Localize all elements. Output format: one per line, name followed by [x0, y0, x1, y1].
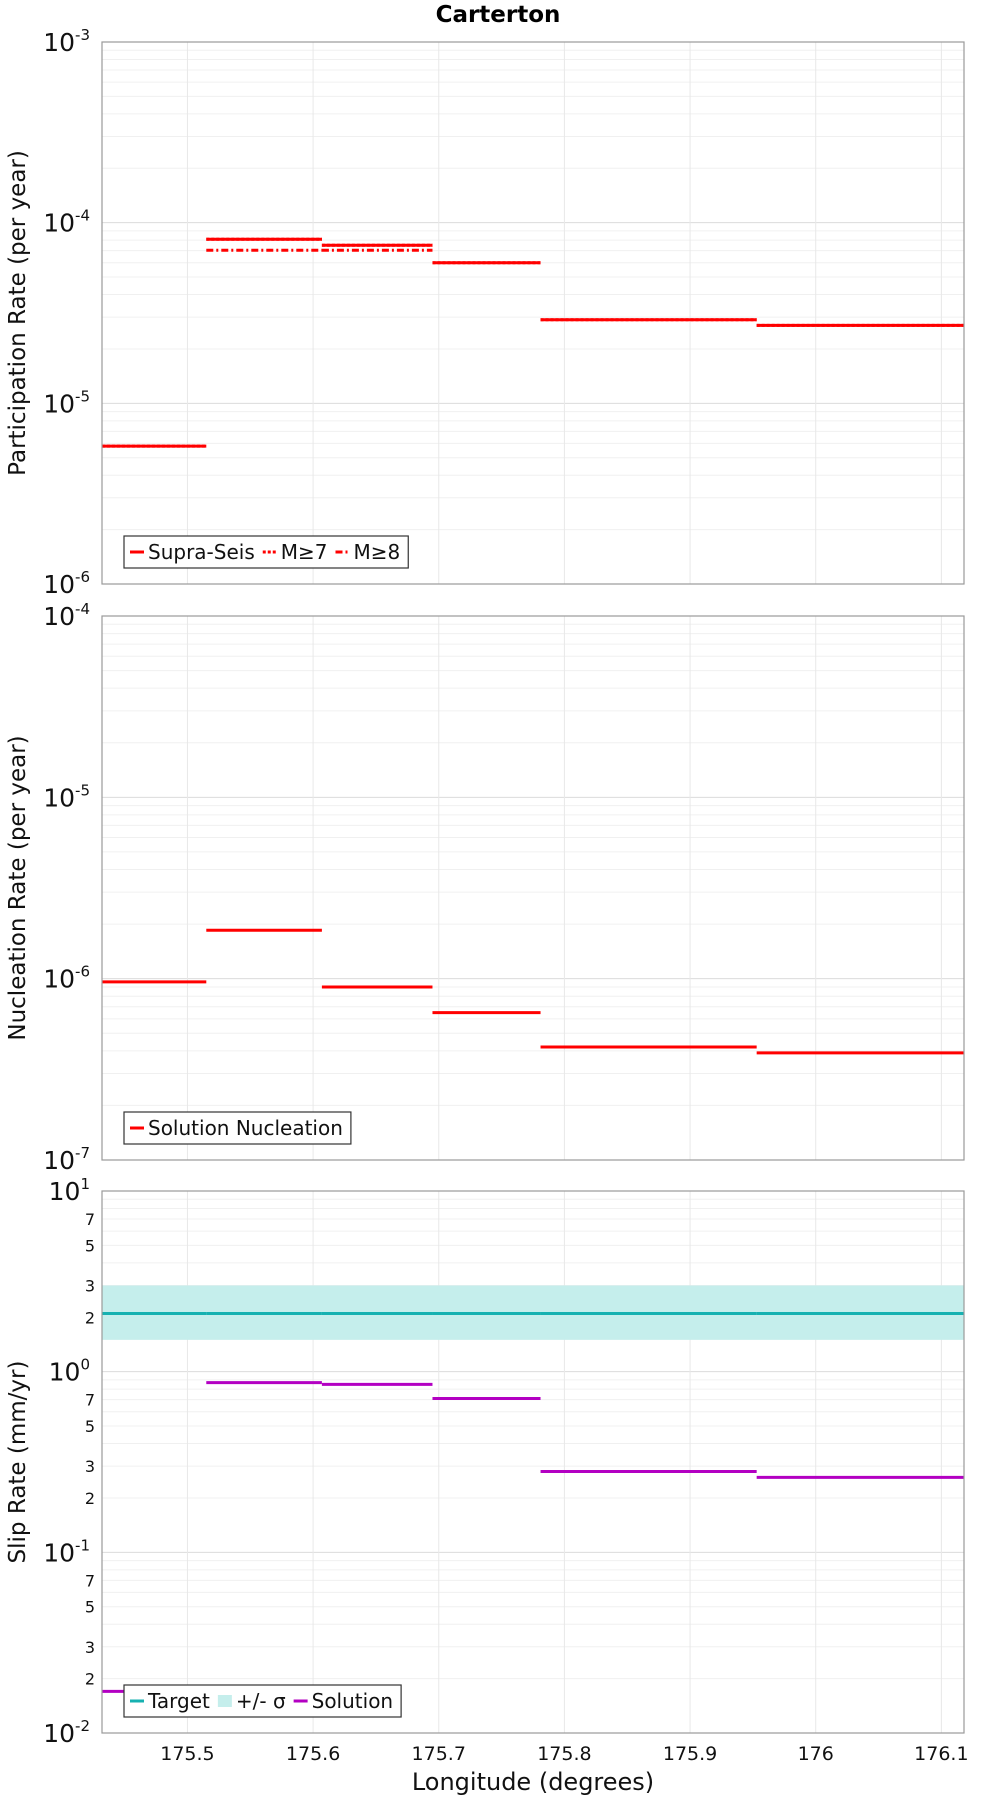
y-axis-label: Slip Rate (mm/yr): [5, 1361, 31, 1564]
plot-frame: [101, 41, 965, 585]
y-minor-tick-label: 2: [85, 1670, 95, 1689]
y-axis-label: Nucleation Rate (per year): [5, 735, 31, 1040]
legend-frame: [123, 1684, 402, 1718]
legend: Target +/- σ Solution: [123, 1684, 402, 1718]
y-minor-tick-label: 7: [85, 1571, 95, 1590]
series-solution: [102, 1381, 964, 1693]
legend-frame: [123, 535, 409, 569]
legend-label: Solution: [312, 1689, 393, 1713]
series-solution-nucleation: [102, 928, 964, 1055]
y-tick-label: 10-4: [43, 600, 90, 631]
y-tick-label: 10-7: [43, 1144, 90, 1175]
legend-label: M≥7: [281, 540, 328, 564]
y-tick-label: 10-5: [43, 387, 90, 418]
x-tick-label: 175.9: [663, 1743, 717, 1765]
y-minor-tick-label: 3: [85, 1276, 95, 1295]
y-minor-tick-label: 3: [85, 1457, 95, 1476]
y-minor-tick-label: 2: [85, 1489, 95, 1508]
y-tick-label: 100: [49, 1356, 90, 1387]
y-minor-tick-label: 5: [85, 1598, 95, 1617]
x-tick-label: 176: [798, 1743, 834, 1765]
legend-frame: [123, 1111, 352, 1145]
panel-1: 10-6 10-5 10-4 10-3 Participation Rate (per …: [5, 26, 965, 599]
x-tick-label: 176.1: [914, 1743, 968, 1765]
y-tick-label: 10-6: [43, 963, 90, 994]
chart-title: Carterton: [436, 2, 561, 28]
y-minor-tick-label: 7: [85, 1210, 95, 1229]
legend-label: Solution Nucleation: [148, 1116, 343, 1140]
y-minor-tick-label: 2: [85, 1308, 95, 1327]
y-tick-label: 10-1: [43, 1536, 90, 1567]
legend-label: Target: [147, 1689, 210, 1713]
legend: Supra-Seis M≥7 M≥8: [123, 535, 409, 569]
y-tick-label: 10-6: [43, 568, 90, 599]
y-minor-tick-label: 3: [85, 1638, 95, 1657]
y-minor-tick-label: 5: [85, 1236, 95, 1255]
x-tick-label: 175.7: [412, 1743, 466, 1765]
x-tick-label: 175.5: [160, 1743, 214, 1765]
plot-frame: [101, 615, 965, 1161]
y-tick-label: 10-3: [43, 26, 90, 57]
plot-frame: [101, 1190, 965, 1734]
legend-label: M≥8: [354, 540, 401, 564]
y-minor-tick-label: 5: [85, 1417, 95, 1436]
y-minor-tick-label: 7: [85, 1391, 95, 1410]
panel-2: 10-7 10-6 10-5 10-4 Nucleation Rate (per yea…: [5, 600, 965, 1175]
series-supra-seis: [102, 237, 964, 448]
y-tick-label: 10-5: [43, 781, 90, 812]
x-axis-label: Longitude (degrees): [412, 1768, 654, 1796]
x-tick-labels: 175.5 175.6 175.7 175.8 175.9 176 176.1: [160, 1743, 968, 1765]
legend-label: +/- σ: [236, 1689, 286, 1713]
y-tick-label: 10-4: [43, 207, 90, 238]
legend-label: Supra-Seis: [148, 540, 255, 564]
panel-3: 10-2 10-1 100 101 2 3 5 7 2 3 5 7 2 3 5 7 Slip Rate (mm/…: [5, 1175, 965, 1748]
x-tick-label: 175.8: [537, 1743, 591, 1765]
y-tick-label: 101: [49, 1175, 90, 1206]
series-m-7: [102, 237, 964, 448]
legend: Solution Nucleation: [123, 1111, 352, 1145]
y-axis-label: Participation Rate (per year): [5, 150, 31, 476]
legend-swatch: [217, 1695, 232, 1707]
y-tick-label: 10-2: [43, 1717, 90, 1748]
x-tick-label: 175.6: [286, 1743, 340, 1765]
